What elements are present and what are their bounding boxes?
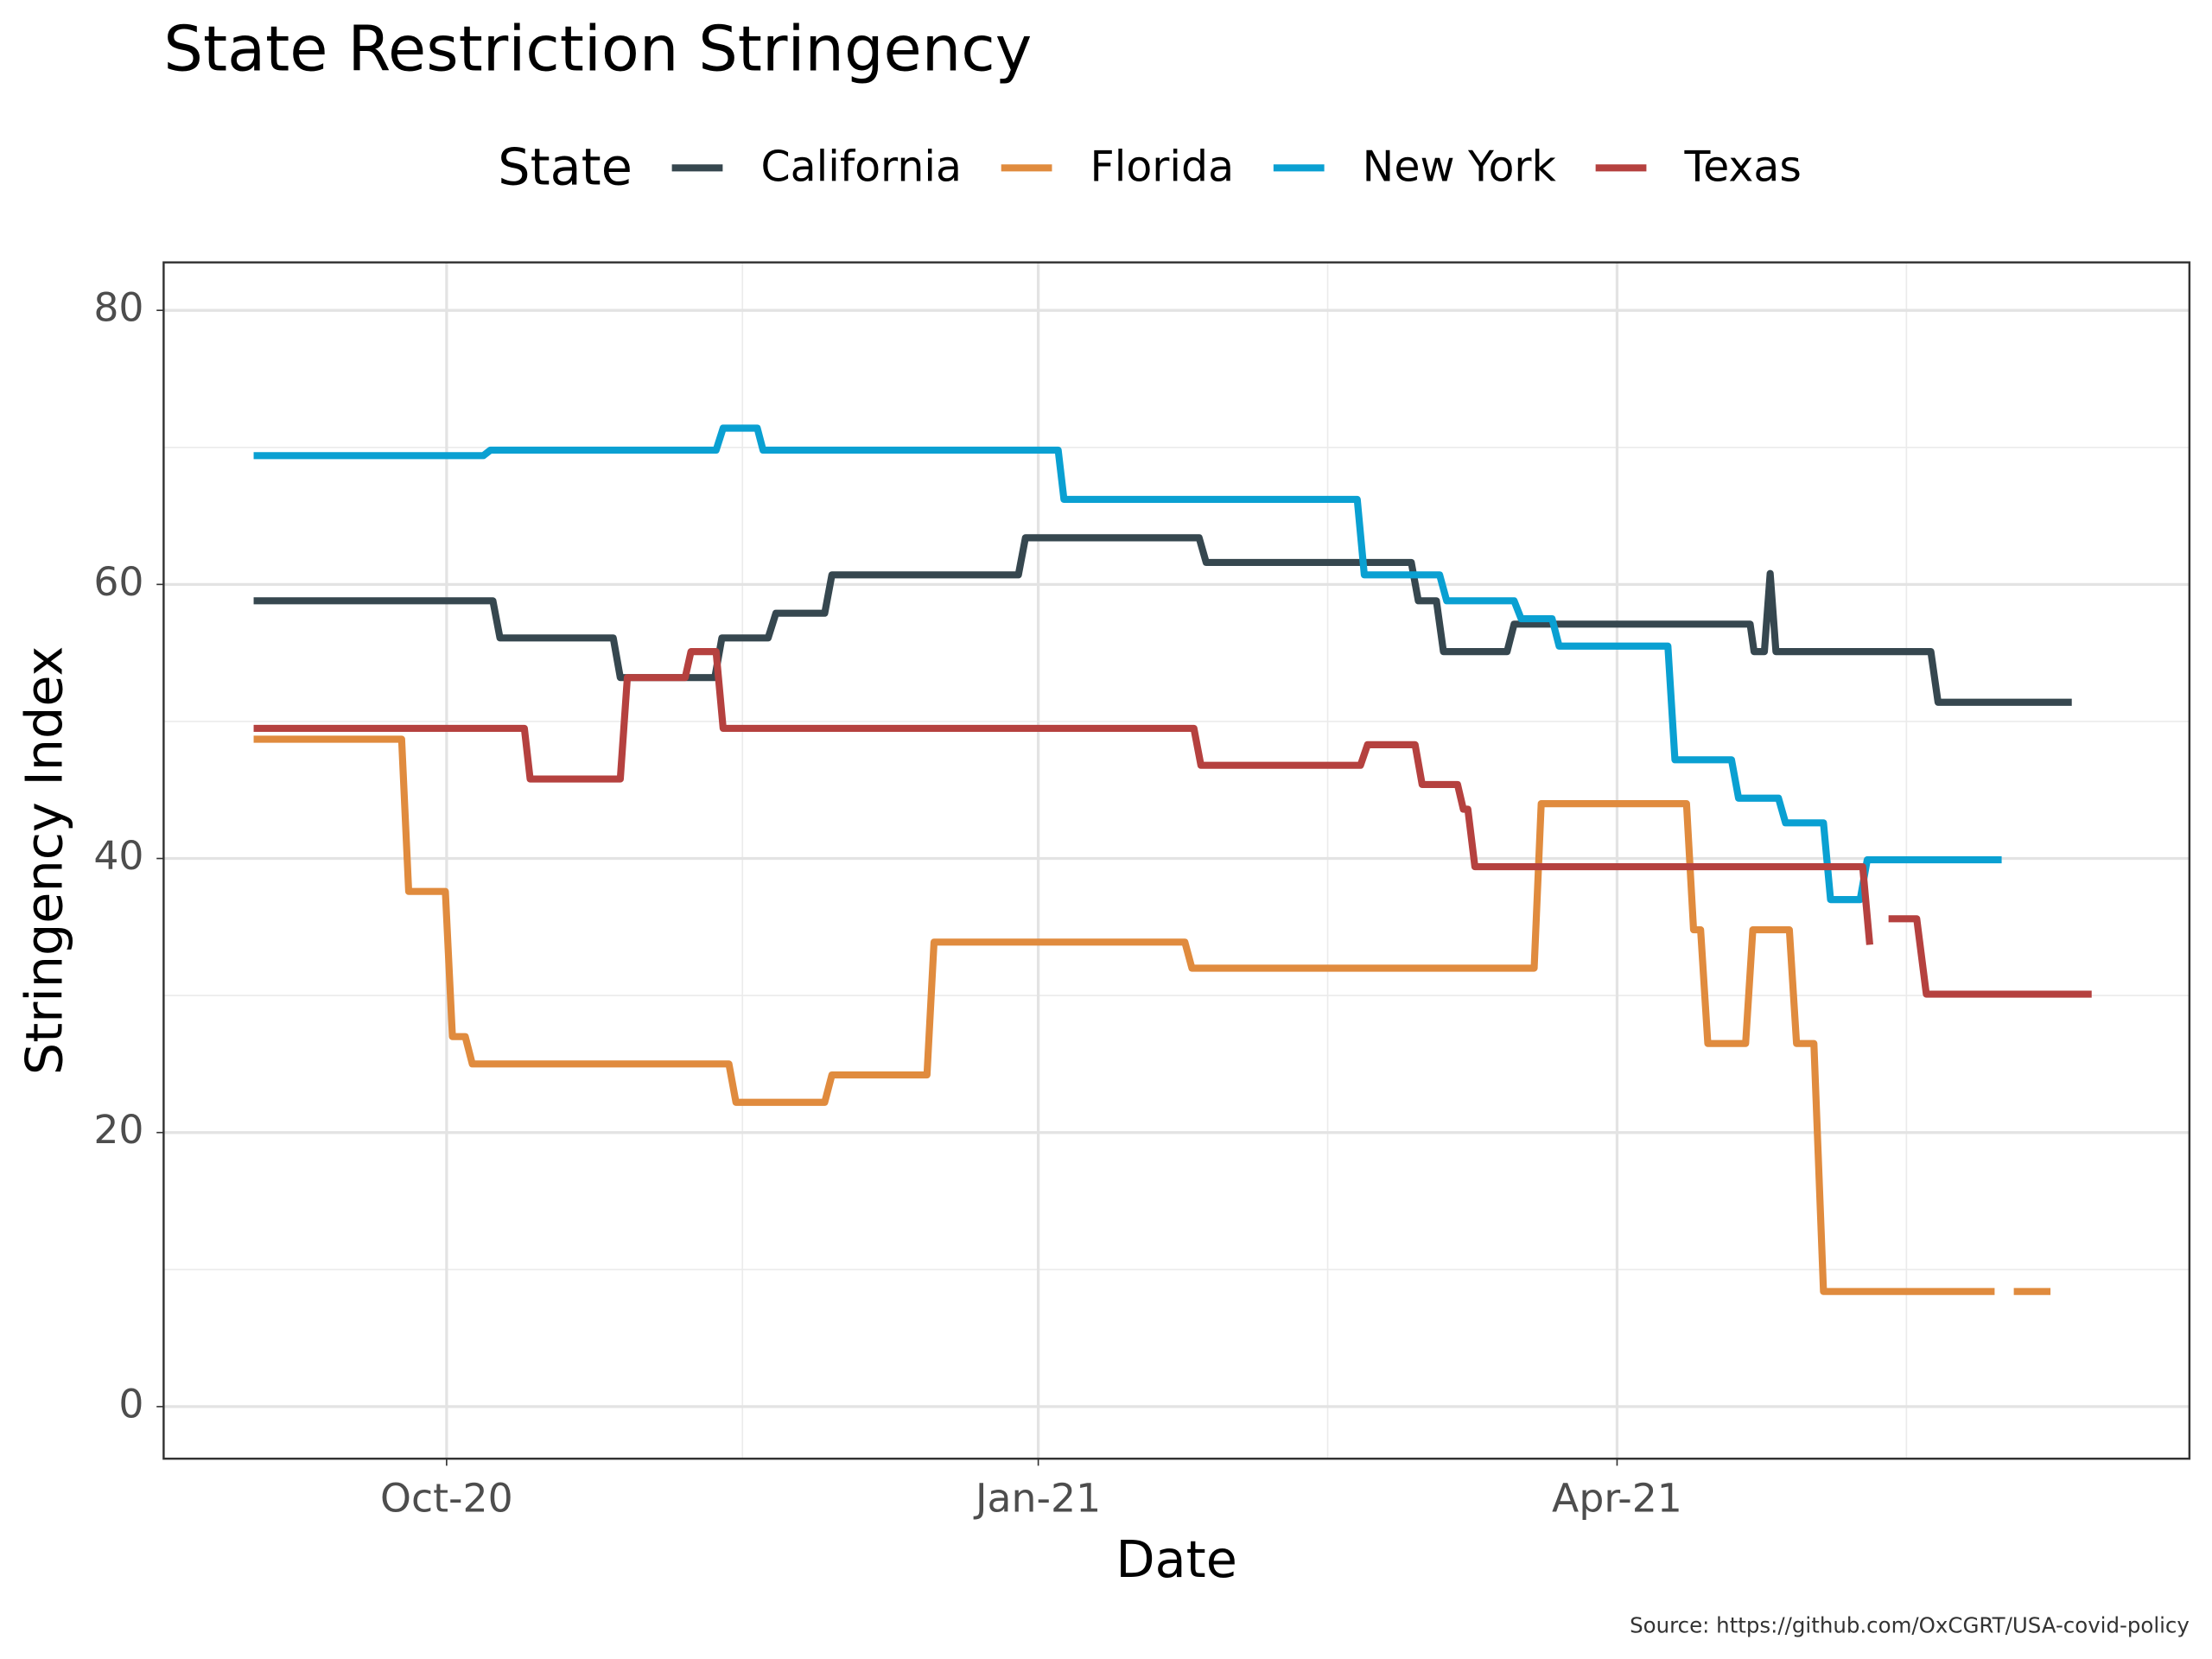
x-tick-label: Apr-21: [1552, 1476, 1682, 1522]
legend-title: State: [498, 137, 632, 197]
plot-border: [162, 261, 2191, 1460]
y-tick-label: 0: [118, 1381, 143, 1427]
caption: Source: https://github.com/OxCGRT/USA-co…: [1630, 1612, 2190, 1637]
series-line: [253, 424, 2002, 904]
series-line: [253, 735, 2051, 1295]
chart-title: State Restriction Stringency: [163, 13, 1032, 86]
legend-label: Florida: [1090, 142, 1235, 191]
y-tick-label: 40: [93, 833, 143, 879]
y-tick-label: 60: [93, 559, 143, 605]
legend-label: Texas: [1684, 142, 1802, 191]
x-axis-title: Date: [1116, 1529, 1236, 1589]
legend-label: New York: [1363, 142, 1557, 191]
y-axis-title: Stringency Index: [15, 646, 74, 1075]
series-line: [253, 648, 2092, 998]
y-tick-label: 80: [93, 285, 143, 331]
y-tick-label: 20: [93, 1107, 143, 1153]
x-tick-label: Jan-21: [973, 1476, 1101, 1522]
grid: [163, 262, 2190, 1459]
legend-label: California: [760, 142, 962, 191]
series-line: [253, 534, 2072, 706]
x-tick-label: Oct-20: [380, 1476, 513, 1522]
